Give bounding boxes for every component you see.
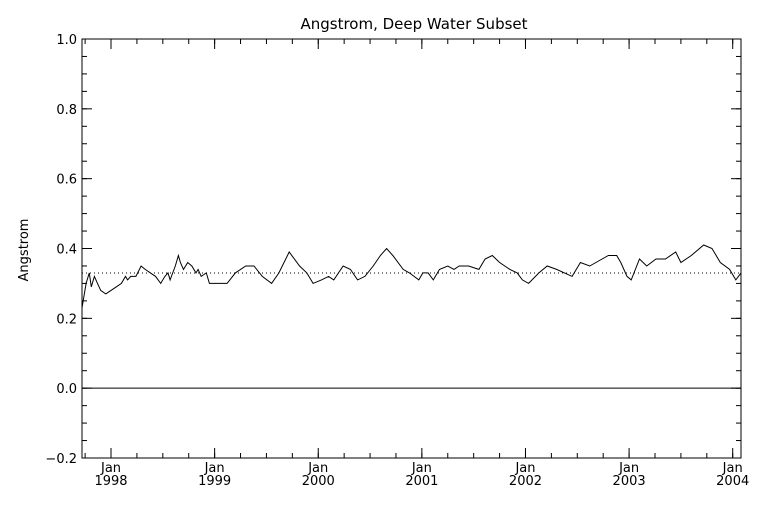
y-tick-label: 0.8 xyxy=(56,103,77,118)
x-tick-month-label: Jan xyxy=(307,461,328,476)
chart-title: Angstrom, Deep Water Subset xyxy=(300,15,527,33)
x-tick-year-label: 1998 xyxy=(94,474,127,489)
x-tick-year-label: 2003 xyxy=(613,474,646,489)
x-tick-month-label: Jan xyxy=(618,461,639,476)
x-tick-year-label: 2000 xyxy=(302,474,335,489)
y-axis-ticks: −0.2 0.0 0.2 0.4 0.6 0.8 1.0 xyxy=(45,33,741,467)
angstrom-series-line xyxy=(81,244,742,308)
x-tick-year-label: 1999 xyxy=(198,474,231,489)
x-tick-year-label: 2001 xyxy=(405,474,438,489)
x-tick-year-label: 2002 xyxy=(509,474,542,489)
y-tick-label: 0.2 xyxy=(56,312,77,327)
x-tick-month-label: Jan xyxy=(411,461,432,476)
x-tick-month-label: Jan xyxy=(722,461,743,476)
x-tick-month-label: Jan xyxy=(100,461,121,476)
y-tick-label: 0.6 xyxy=(56,173,77,188)
y-tick-label: 0.0 xyxy=(56,382,77,397)
plot-frame xyxy=(81,38,742,459)
y-tick-label: 0.4 xyxy=(56,243,77,258)
x-axis-ticks: Jan1998Jan1999Jan2000Jan2001Jan2002Jan20… xyxy=(84,39,749,489)
x-tick-month-label: Jan xyxy=(204,461,225,476)
x-tick-month-label: Jan xyxy=(514,461,535,476)
y-tick-label: 1.0 xyxy=(56,33,77,48)
y-axis-label: Angstrom xyxy=(17,219,32,282)
y-tick-label: −0.2 xyxy=(45,452,77,467)
x-tick-year-label: 2004 xyxy=(716,474,749,489)
